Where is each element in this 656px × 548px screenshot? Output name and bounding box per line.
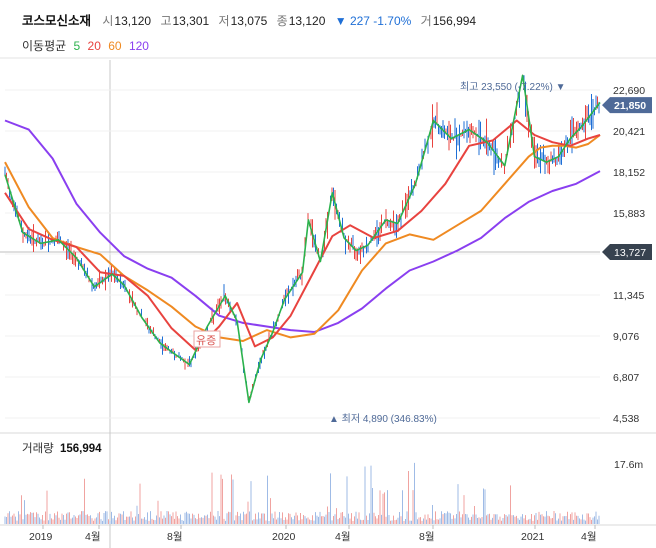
ma-20-line xyxy=(4,119,601,351)
ma-120-legend[interactable]: 120 xyxy=(128,39,149,53)
low-value: 13,075 xyxy=(230,14,268,28)
volume-panel-label: 거래량 xyxy=(22,442,54,455)
volume-y-tick: 17.6m xyxy=(614,459,643,471)
y-tick-label: 11,345 xyxy=(613,290,644,302)
x-tick-label: 4월 xyxy=(335,531,351,543)
y-tick-label: 6,807 xyxy=(613,372,639,384)
open-value: 13,120 xyxy=(114,14,152,28)
y-tick-label: 9,076 xyxy=(613,331,639,343)
last-close-badge xyxy=(602,243,652,260)
current-price-label: 21,850 xyxy=(614,100,646,112)
y-tick-label: 22,690 xyxy=(613,85,645,97)
chart-header: 코스모신소재 시13,120 고13,301 저13,075 종13,120 ▼… xyxy=(0,0,656,60)
max-price-annotation: 최고 23,550 (-7.22%) ▼ xyxy=(460,81,566,93)
x-tick-label: 8월 xyxy=(419,531,435,543)
x-tick-label: 2019 xyxy=(29,531,53,543)
volume-value: 156,994 xyxy=(432,14,477,28)
event-marker-box xyxy=(193,330,221,348)
moving-average-legend: 이동평균 5 20 60 120 xyxy=(22,37,153,54)
high-label: 고 xyxy=(160,14,172,28)
y-tick-label: 4,538 xyxy=(613,413,639,425)
x-tick-label: 2020 xyxy=(272,531,296,543)
price-summary: 코스모신소재 시13,120 고13,301 저13,075 종13,120 ▼… xyxy=(22,10,482,29)
stock-name: 코스모신소재 xyxy=(22,14,92,28)
ma-60-legend[interactable]: 60 xyxy=(108,39,122,53)
event-marker-label: 유증 xyxy=(196,334,216,347)
close-label: 종 xyxy=(276,14,288,28)
x-tick-label: 4월 xyxy=(581,531,597,543)
low-label: 저 xyxy=(218,14,230,28)
close-value: 13,120 xyxy=(288,14,326,28)
last-close-label: 13,727 xyxy=(614,247,646,259)
open-label: 시 xyxy=(102,14,114,28)
ma-5-line xyxy=(4,74,601,404)
ma-20-legend[interactable]: 20 xyxy=(87,39,101,53)
high-value: 13,301 xyxy=(172,14,210,28)
x-tick-label: 2021 xyxy=(521,531,545,543)
ma-60-line xyxy=(4,134,601,342)
x-tick-label: 8월 xyxy=(167,531,183,543)
y-tick-label: 18,152 xyxy=(613,167,645,179)
y-tick-label: 15,883 xyxy=(613,208,645,220)
volume-panel-value: 156,994 xyxy=(60,443,102,455)
volume-label-short: 거 xyxy=(420,14,432,28)
ma-5-legend[interactable]: 5 xyxy=(73,39,81,53)
x-tick-label: 4월 xyxy=(85,531,101,543)
y-tick-label: 20,421 xyxy=(613,126,645,138)
current-price-badge xyxy=(602,97,652,114)
change-value: ▼ 227 -1.70% xyxy=(334,14,412,28)
min-price-annotation: ▲ 최저 4,890 (346.83%) xyxy=(329,413,437,425)
moving-average-title: 이동평균 xyxy=(22,39,67,53)
ma-120-line xyxy=(4,119,601,333)
